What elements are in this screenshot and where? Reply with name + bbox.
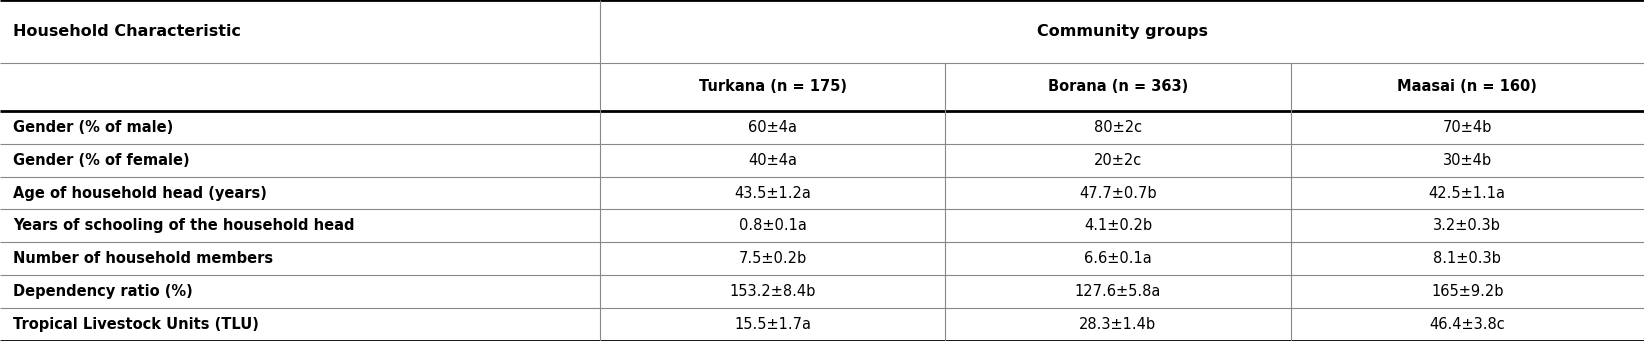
- Text: Maasai (n = 160): Maasai (n = 160): [1397, 79, 1537, 94]
- Text: 153.2±8.4b: 153.2±8.4b: [730, 284, 815, 299]
- Text: 7.5±0.2b: 7.5±0.2b: [738, 251, 807, 266]
- Text: Gender (% of male): Gender (% of male): [13, 120, 173, 135]
- Text: Dependency ratio (%): Dependency ratio (%): [13, 284, 192, 299]
- Text: 70±4b: 70±4b: [1442, 120, 1493, 135]
- Text: Household Characteristic: Household Characteristic: [13, 24, 242, 39]
- Text: 0.8±0.1a: 0.8±0.1a: [738, 219, 807, 233]
- Text: 46.4±3.8c: 46.4±3.8c: [1429, 317, 1506, 332]
- Text: Tropical Livestock Units (TLU): Tropical Livestock Units (TLU): [13, 317, 260, 332]
- Text: 20±2c: 20±2c: [1093, 153, 1143, 168]
- Text: Community groups: Community groups: [1036, 24, 1208, 39]
- Text: 43.5±1.2a: 43.5±1.2a: [735, 186, 810, 201]
- Text: 60±4a: 60±4a: [748, 120, 797, 135]
- Text: 3.2±0.3b: 3.2±0.3b: [1434, 219, 1501, 233]
- Text: Years of schooling of the household head: Years of schooling of the household head: [13, 219, 355, 233]
- Text: 15.5±1.7a: 15.5±1.7a: [735, 317, 810, 332]
- Text: 165±9.2b: 165±9.2b: [1430, 284, 1504, 299]
- Text: 8.1±0.3b: 8.1±0.3b: [1434, 251, 1501, 266]
- Text: 6.6±0.1a: 6.6±0.1a: [1083, 251, 1152, 266]
- Text: 40±4a: 40±4a: [748, 153, 797, 168]
- Text: Number of household members: Number of household members: [13, 251, 273, 266]
- Text: 28.3±1.4b: 28.3±1.4b: [1080, 317, 1156, 332]
- Text: Turkana (n = 175): Turkana (n = 175): [699, 79, 847, 94]
- Text: Borana (n = 363): Borana (n = 363): [1047, 79, 1189, 94]
- Text: Gender (% of female): Gender (% of female): [13, 153, 189, 168]
- Text: Age of household head (years): Age of household head (years): [13, 186, 266, 201]
- Text: 30±4b: 30±4b: [1443, 153, 1491, 168]
- Text: 127.6±5.8a: 127.6±5.8a: [1075, 284, 1161, 299]
- Text: 4.1±0.2b: 4.1±0.2b: [1083, 219, 1152, 233]
- Text: 42.5±1.1a: 42.5±1.1a: [1429, 186, 1506, 201]
- Text: 47.7±0.7b: 47.7±0.7b: [1078, 186, 1157, 201]
- Text: 80±2c: 80±2c: [1093, 120, 1143, 135]
